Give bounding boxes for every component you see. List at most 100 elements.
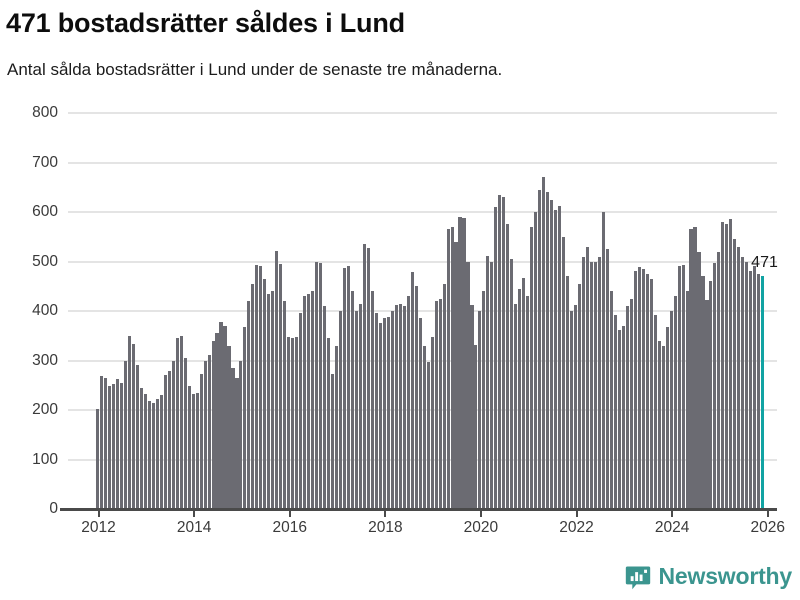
bar: [613, 314, 617, 509]
bar: [514, 303, 518, 509]
bar: [474, 344, 478, 509]
bar: [629, 298, 633, 509]
bar: [554, 209, 558, 509]
bar: [207, 354, 211, 509]
bar: [319, 262, 323, 509]
bar: [259, 266, 263, 509]
x-axis-tick: [384, 509, 387, 517]
bar: [155, 399, 159, 509]
bar: [518, 288, 522, 509]
x-axis-tick: [766, 509, 769, 517]
gridline: [68, 161, 777, 164]
bar: [546, 192, 550, 509]
bar: [275, 250, 279, 509]
y-axis-tick-label: 700: [32, 153, 58, 171]
bar: [366, 247, 370, 509]
x-axis-tick: [193, 509, 196, 517]
x-axis-tick: [479, 509, 482, 517]
bar: [311, 291, 315, 509]
bar: [717, 251, 721, 509]
x-axis-tick-label: 2020: [463, 519, 499, 536]
gridline: [68, 260, 777, 263]
bar: [287, 336, 291, 509]
bar: [119, 382, 123, 509]
bar: [657, 340, 661, 509]
bar: [589, 261, 593, 509]
bar: [625, 306, 629, 509]
bar: [478, 311, 482, 509]
bar: [183, 358, 187, 509]
bar: [446, 229, 450, 509]
bar: [143, 394, 147, 509]
bar: [462, 217, 466, 509]
bar: [279, 263, 283, 509]
bar: [235, 377, 239, 509]
bar: [526, 296, 530, 509]
bar: [669, 311, 673, 509]
bar: [398, 303, 402, 509]
x-axis-tick-label: 2022: [559, 519, 594, 536]
bar: [370, 291, 374, 509]
y-axis: 0 100 200 300 400 500 600 700 800: [0, 104, 58, 517]
bar: [354, 311, 358, 509]
bar: [621, 325, 625, 509]
bar: [307, 293, 311, 509]
bar: [247, 301, 251, 509]
bar: [410, 272, 414, 509]
x-axis-line: [60, 508, 777, 511]
bar: [211, 340, 215, 509]
bar: [510, 259, 514, 509]
bar: [255, 265, 259, 509]
y-axis-tick-label: 300: [32, 351, 58, 369]
bar: [593, 261, 597, 509]
bar: [681, 265, 685, 509]
bar: [693, 226, 697, 509]
bar: [573, 305, 578, 509]
bar: [175, 338, 179, 509]
bar: [490, 261, 494, 509]
bar: [99, 376, 104, 509]
bar: [295, 336, 299, 509]
bar: [303, 296, 307, 509]
bar: [601, 212, 605, 509]
bar: [358, 303, 362, 509]
bar: [609, 291, 613, 509]
bar: [227, 345, 231, 509]
bar: [470, 305, 474, 509]
x-axis-tick-label: 2026: [750, 519, 785, 536]
chart-subtitle: Antal sålda bostadsrätter i Lund under d…: [7, 60, 503, 79]
x-axis-tick-label: 2012: [81, 519, 116, 536]
bar: [498, 194, 502, 509]
bar: [677, 266, 681, 509]
bar: [605, 249, 609, 509]
bar: [577, 283, 582, 509]
bar: [394, 305, 398, 509]
bar-highlighted: [761, 275, 765, 509]
bar: [522, 277, 526, 509]
bar: [494, 207, 498, 509]
bar: [725, 224, 729, 509]
bar: [418, 318, 422, 509]
bar: [450, 226, 454, 509]
bar: [466, 261, 470, 509]
bar: [267, 293, 271, 509]
bar: [111, 384, 116, 509]
bar: [617, 329, 621, 509]
bar: [191, 394, 195, 509]
x-axis-tick-label: 2014: [176, 519, 212, 536]
bar: [215, 333, 219, 509]
x-axis: 2012 2014 2016 2018 2020 2022 2024 2026: [0, 509, 800, 549]
bar: [645, 273, 649, 509]
x-axis-tick: [97, 509, 100, 517]
bar: [123, 360, 127, 509]
bar: [342, 267, 347, 509]
bar: [753, 266, 757, 509]
bar: [159, 394, 163, 509]
bar: [713, 262, 717, 509]
bar: [219, 321, 223, 509]
bar: [442, 283, 446, 509]
bar: [737, 246, 741, 509]
bar: [538, 189, 542, 509]
bar: [757, 273, 761, 509]
